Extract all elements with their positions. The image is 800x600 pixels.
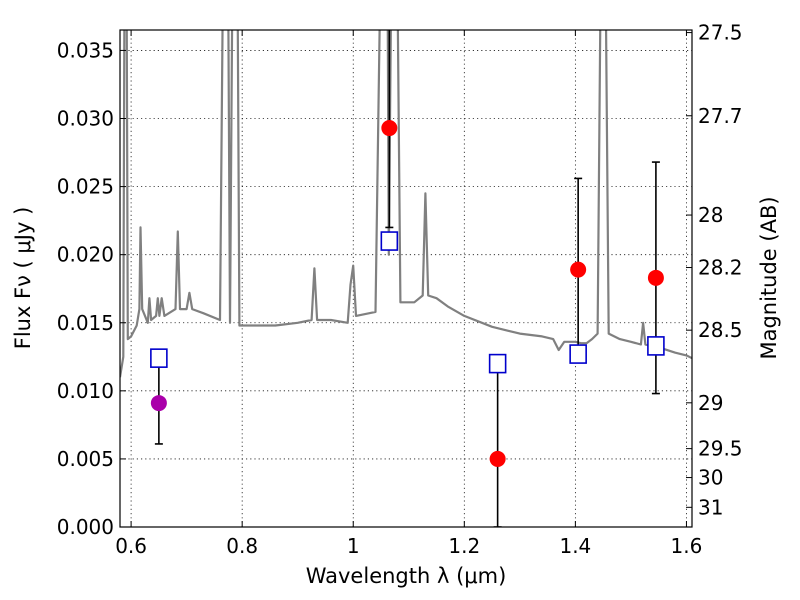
magnitude-tick-label: 30: [698, 466, 723, 490]
x-tick-label: 1.2: [448, 534, 480, 558]
x-axis-label: Wavelength λ (μm): [306, 564, 507, 588]
data-point-detection-2: [489, 450, 506, 467]
y-tick-label: 0.025: [57, 175, 114, 199]
data-point-detection-4: [647, 269, 664, 286]
y-tick-label: 0.035: [57, 38, 114, 62]
y-tick-label: 0.020: [57, 243, 114, 267]
magnitude-tick-label: 27.5: [698, 21, 743, 45]
y-tick-label: 0.005: [57, 447, 114, 471]
y-tick-label: 0.010: [57, 379, 114, 403]
x-tick-label: 0.6: [115, 534, 147, 558]
magnitude-tick-label: 28.5: [698, 318, 743, 342]
y-tick-label: 0.015: [57, 311, 114, 335]
magnitude-tick-label: 28: [698, 203, 723, 227]
y-axis-label: Flux Fν ( μJy ): [11, 207, 35, 350]
model-band-square-band-2: [380, 231, 399, 251]
model-spectrum-line: [120, 30, 692, 378]
model-spectrum-layer: [120, 30, 692, 378]
x-axis: 0.6 0.8 1 1.2 1.4 1.6: [115, 30, 702, 558]
x-tick-label: 1.4: [559, 534, 591, 558]
model-band-layer: [150, 231, 665, 374]
plot-frame: [119, 29, 693, 528]
data-point-detection-5: [150, 395, 167, 412]
model-band-square-band-5: [647, 336, 665, 356]
magnitude-tick-label: 27.7: [698, 104, 743, 128]
magnitude-tick-label: 29.5: [698, 437, 743, 461]
x-tick-label: 0.8: [226, 534, 258, 558]
x-tick-label: 1: [347, 534, 360, 558]
magnitude-tick-label: 28.2: [698, 256, 743, 280]
y-tick-label: 0.000: [57, 515, 114, 539]
magnitude-axis: 27.5 27.7 28 28.2 28.5 29 29.5 30 31: [686, 21, 743, 519]
magnitude-axis-label: Magnitude (AB): [757, 196, 781, 359]
model-band-square-band-1: [150, 348, 168, 368]
data-point-detection-1: [381, 120, 398, 137]
photometry-layer: [150, 120, 664, 467]
x-tick-label: 1.6: [671, 534, 703, 558]
magnitude-tick-label: 29: [698, 391, 723, 415]
data-point-detection-3: [570, 261, 587, 278]
y-axis: 0.000 0.005 0.010 0.015 0.020 0.025 0.030 0.035: [57, 38, 126, 539]
magnitude-tick-label: 31: [698, 495, 723, 519]
model-band-square-band-3: [488, 353, 507, 374]
y-tick-label: 0.030: [57, 107, 114, 131]
model-band-square-band-4: [569, 344, 587, 364]
